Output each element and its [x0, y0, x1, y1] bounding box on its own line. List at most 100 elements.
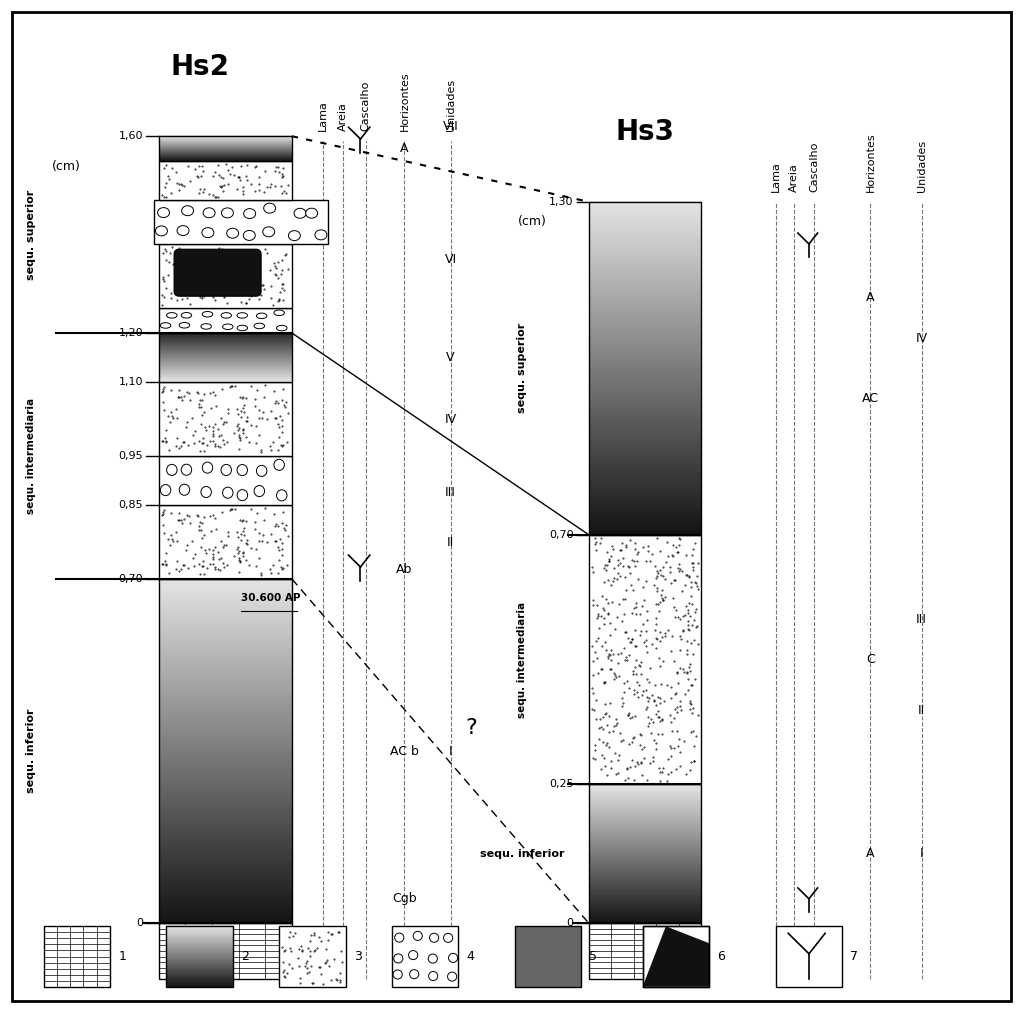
Bar [159, 884, 292, 889]
Bar [159, 793, 292, 798]
Text: Horizontes: Horizontes [399, 72, 410, 131]
Bar [589, 535, 701, 785]
Bar [166, 938, 233, 940]
Text: Cascalho: Cascalho [809, 141, 819, 192]
Bar [166, 955, 233, 956]
Bar [159, 724, 292, 730]
Bar [589, 870, 701, 873]
Bar [159, 351, 292, 353]
Text: Lama: Lama [317, 100, 328, 131]
Bar [589, 832, 701, 834]
Bar [166, 928, 233, 930]
Bar [159, 148, 292, 149]
Bar [159, 806, 292, 811]
Bar [159, 150, 292, 151]
Bar [159, 698, 292, 703]
Bar [166, 931, 233, 933]
Bar [159, 364, 292, 365]
FancyBboxPatch shape [174, 249, 261, 297]
Ellipse shape [449, 954, 458, 963]
Bar [166, 968, 233, 970]
Bar [166, 929, 233, 930]
Bar [589, 479, 701, 484]
Bar [589, 843, 701, 846]
Bar [159, 151, 292, 152]
Bar [159, 370, 292, 372]
Bar [166, 956, 233, 958]
Ellipse shape [181, 313, 191, 318]
Bar [159, 690, 292, 695]
Bar [589, 309, 701, 314]
Bar [589, 471, 701, 476]
Bar [159, 913, 292, 919]
Ellipse shape [158, 208, 170, 218]
Bar [589, 297, 701, 302]
Bar [159, 599, 292, 604]
Bar [589, 814, 701, 817]
Bar [159, 612, 292, 618]
Bar [159, 909, 292, 914]
Bar [159, 337, 292, 338]
Bar [159, 767, 292, 773]
Bar [159, 153, 292, 154]
Bar [159, 154, 292, 155]
Bar [589, 446, 701, 452]
Bar [589, 804, 701, 807]
Bar [589, 267, 701, 272]
Bar [589, 246, 701, 252]
Bar [589, 438, 701, 443]
Bar [159, 376, 292, 377]
Ellipse shape [256, 313, 267, 319]
Bar [166, 937, 233, 939]
Bar [166, 955, 233, 957]
Bar [159, 154, 292, 156]
Bar [159, 341, 292, 342]
Bar [391, 926, 458, 987]
Bar [159, 802, 292, 807]
Ellipse shape [393, 970, 402, 979]
Bar [159, 586, 292, 592]
Bar [159, 159, 292, 160]
Bar [159, 375, 292, 377]
Bar [166, 978, 233, 979]
Text: ?: ? [465, 717, 477, 738]
Bar [166, 942, 233, 944]
Bar [159, 831, 292, 837]
Bar [154, 200, 328, 244]
Bar [589, 884, 701, 887]
Bar [166, 950, 233, 952]
Bar [159, 309, 292, 333]
Bar [159, 144, 292, 145]
Bar [159, 366, 292, 368]
Bar [589, 821, 701, 824]
Bar [589, 845, 701, 847]
Bar [166, 944, 233, 946]
Bar [159, 149, 292, 150]
Bar [166, 967, 233, 968]
Bar [589, 907, 701, 909]
Bar [589, 209, 701, 214]
Text: sequ. intermediaria: sequ. intermediaria [26, 398, 36, 514]
Bar [159, 356, 292, 358]
Ellipse shape [167, 464, 177, 475]
Bar [166, 975, 233, 977]
Bar [589, 839, 701, 842]
Bar [159, 378, 292, 380]
Bar [589, 289, 701, 294]
Bar [159, 836, 292, 842]
Bar [159, 797, 292, 803]
Bar [589, 305, 701, 310]
Ellipse shape [256, 465, 267, 476]
Ellipse shape [394, 954, 402, 963]
Bar [159, 344, 292, 345]
Bar [589, 530, 701, 535]
Bar [589, 326, 701, 331]
Ellipse shape [179, 323, 189, 328]
Bar [159, 353, 292, 355]
Bar [159, 140, 292, 141]
Bar [166, 977, 233, 979]
Bar [589, 820, 701, 822]
Bar [589, 434, 701, 439]
Ellipse shape [202, 228, 214, 237]
Bar [159, 840, 292, 846]
